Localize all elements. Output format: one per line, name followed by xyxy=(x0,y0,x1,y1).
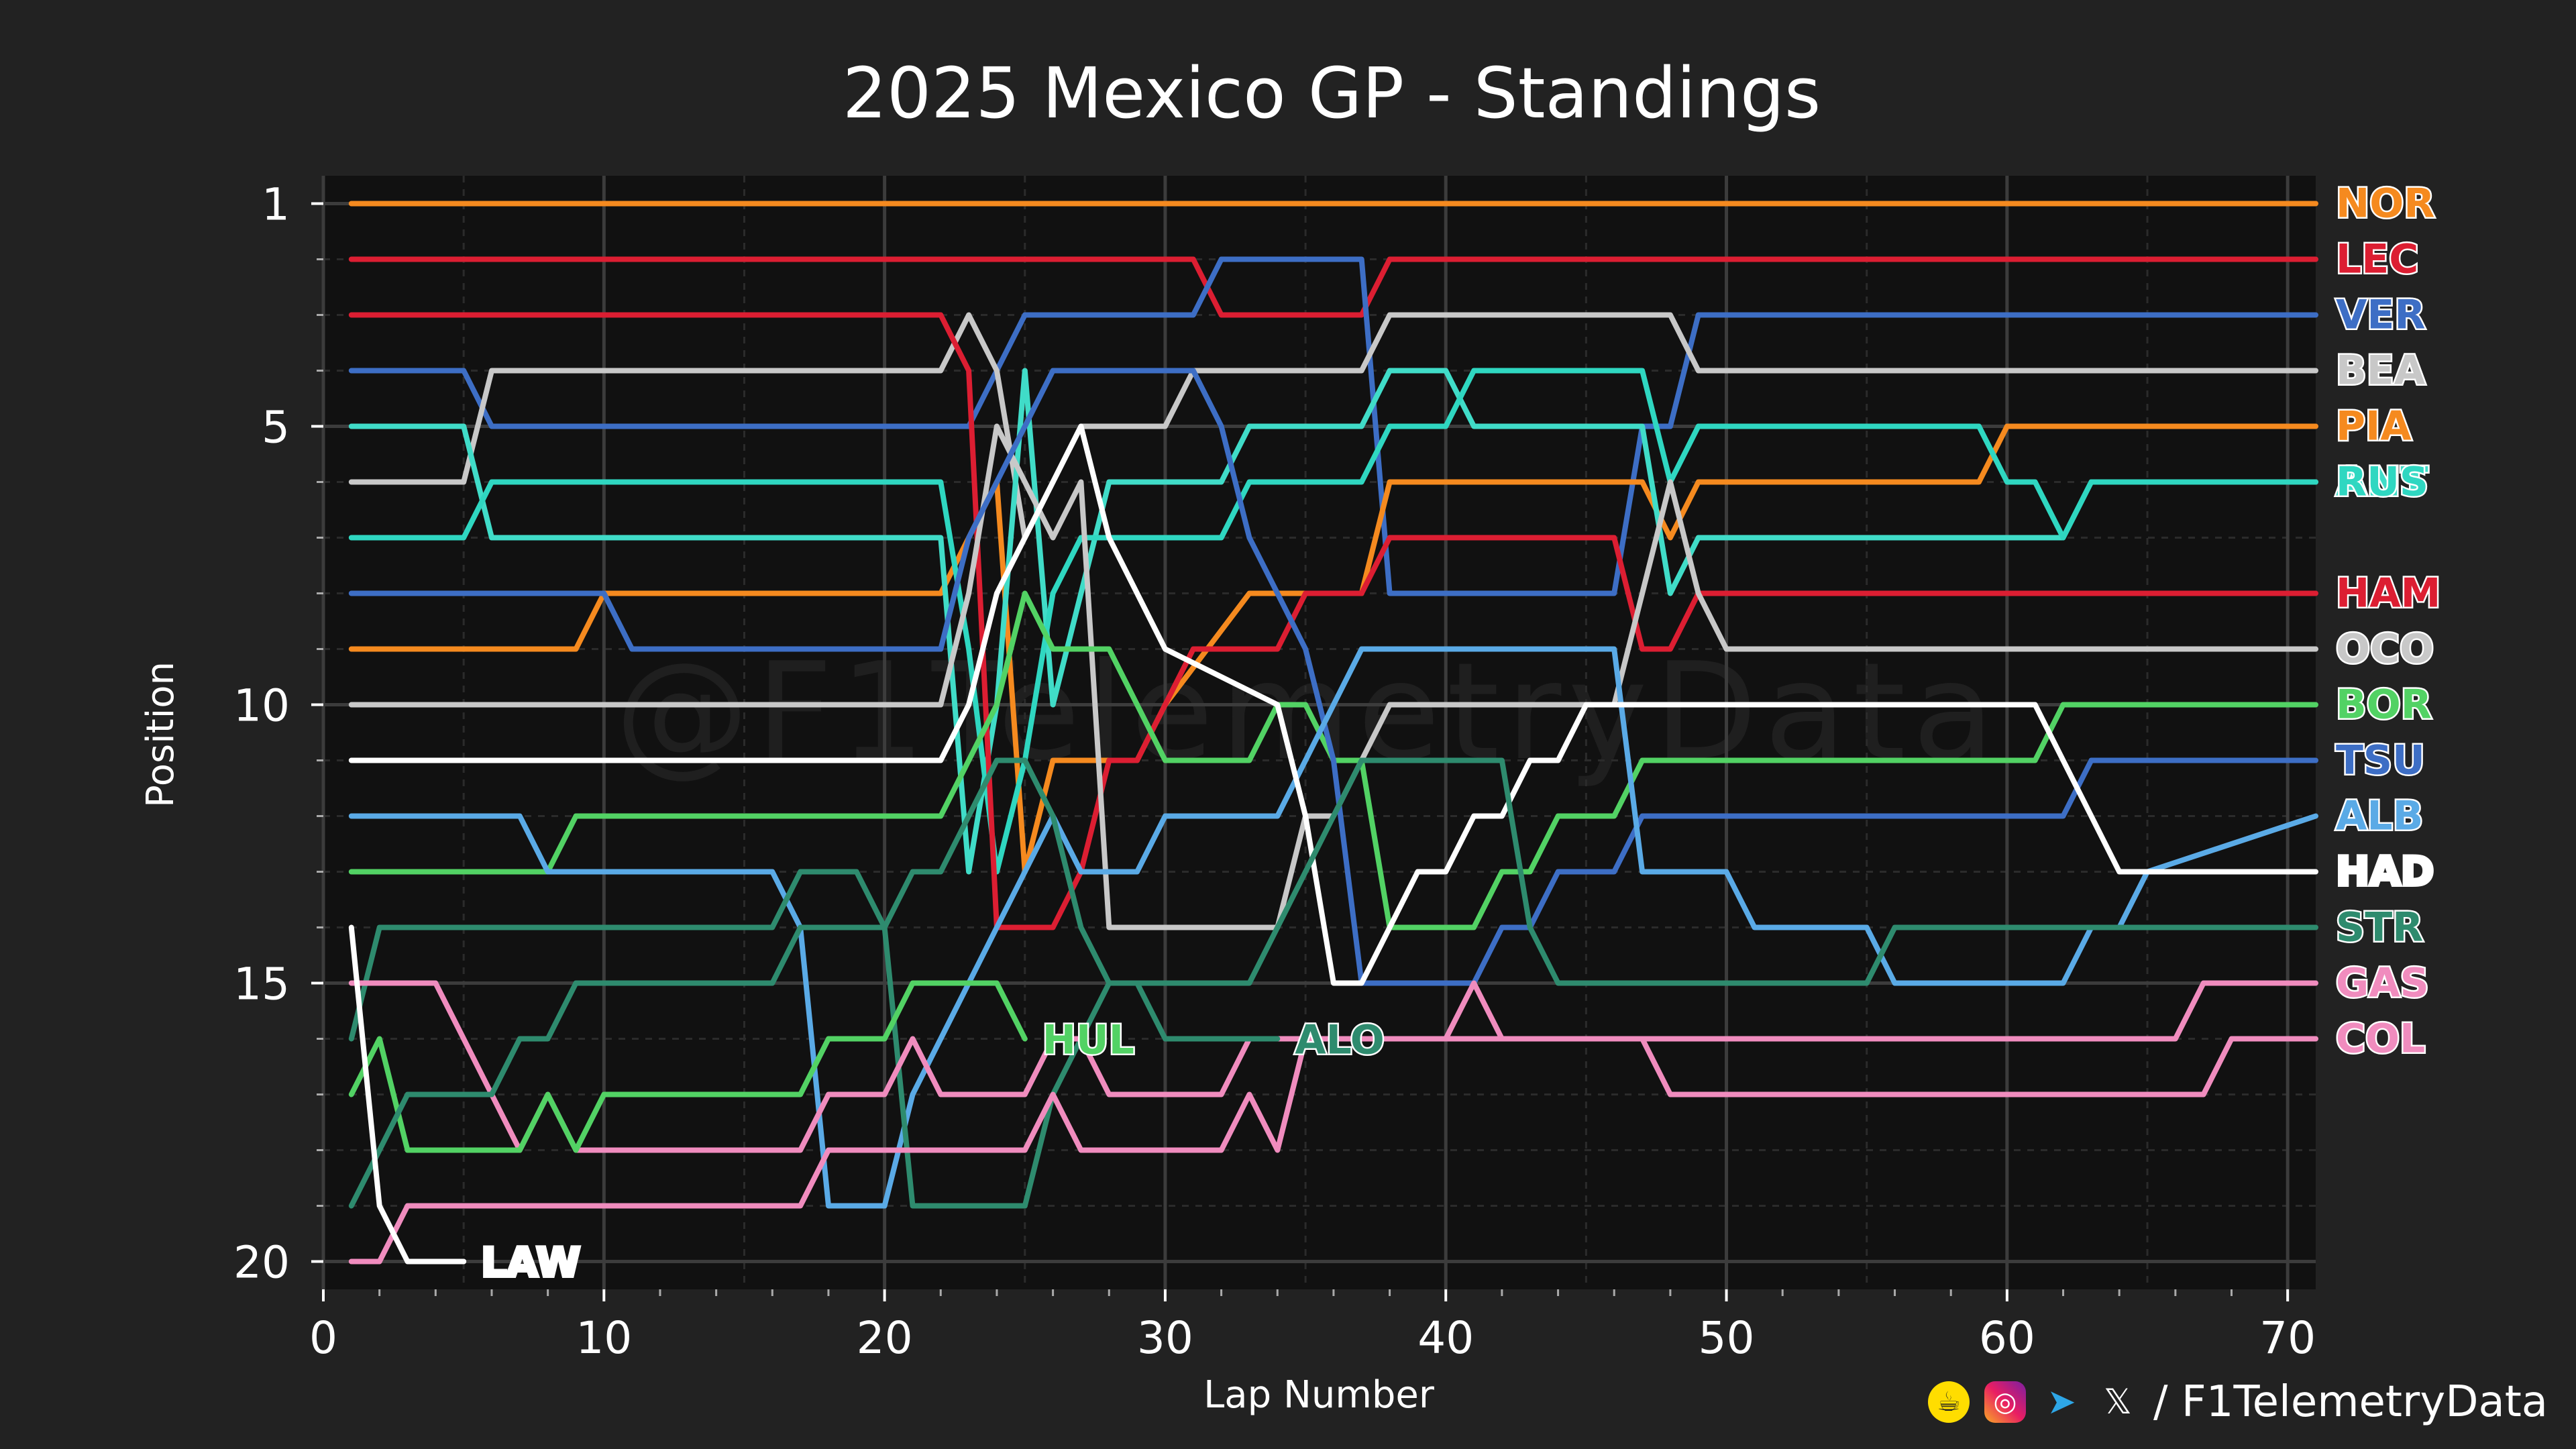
social-footer: ☕ ◎ ➤ 𝕏 / F1TelemetryData xyxy=(1928,1375,2548,1429)
driver-label-ver: VER xyxy=(2336,292,2426,339)
driver-label-pia: PIA xyxy=(2336,403,2412,450)
series-line-str xyxy=(348,757,2318,1209)
x-tick-label: 10 xyxy=(576,1312,632,1364)
driver-label-ant: ANT xyxy=(2336,459,2428,506)
y-tick-label: 20 xyxy=(233,1237,290,1289)
driver-label-bea: BEA xyxy=(2336,347,2426,394)
buymeacoffee-icon[interactable]: ☕ xyxy=(1928,1381,1970,1423)
series-line-tsu xyxy=(348,368,2318,986)
driver-label-nor: NOR xyxy=(2336,180,2434,227)
x-tick-label: 40 xyxy=(1417,1312,1474,1364)
driver-label-ham: HAM xyxy=(2336,570,2440,617)
x-tick-label: 0 xyxy=(309,1312,337,1364)
driver-label-tsu: TSU xyxy=(2336,737,2425,784)
driver-label-str: STR xyxy=(2336,904,2423,951)
x-icon[interactable]: 𝕏 xyxy=(2104,1382,2132,1422)
driver-label-hul: HUL xyxy=(1042,1017,1134,1064)
instagram-icon[interactable]: ◎ xyxy=(1984,1381,2026,1423)
x-tick-label: 70 xyxy=(2259,1312,2316,1364)
series-lines xyxy=(348,201,2318,1265)
series-line-alo xyxy=(348,757,1281,1209)
driver-label-oco: OCO xyxy=(2336,626,2434,673)
y-tick-label: 10 xyxy=(233,680,290,732)
series-line-had xyxy=(348,423,2318,986)
series-line-rus xyxy=(348,368,2318,875)
driver-label-bor: BOR xyxy=(2336,682,2432,729)
driver-label-had: HAD xyxy=(2336,849,2434,896)
x-tick-label: 30 xyxy=(1137,1312,1193,1364)
y-axis-label: Position xyxy=(139,661,182,808)
driver-label-rus: RUS xyxy=(2336,459,2428,506)
y-tick-label: 5 xyxy=(262,402,290,453)
series-line-hul xyxy=(348,980,1028,1153)
series-line-col xyxy=(348,1036,2318,1265)
telegram-icon[interactable]: ➤ xyxy=(2047,1382,2076,1422)
driver-label-law: LAW xyxy=(481,1240,580,1287)
chart-title: 2025 Mexico GP - Standings xyxy=(843,52,1821,134)
x-tick-label: 20 xyxy=(857,1312,913,1364)
y-tick-label: 1 xyxy=(262,179,290,231)
x-tick-label: 50 xyxy=(1699,1312,1755,1364)
series-line-alb xyxy=(348,646,2318,1209)
series-line-ant xyxy=(348,368,2318,875)
y-tick-label: 15 xyxy=(233,959,290,1010)
series-line-lec xyxy=(348,256,2318,318)
footer-handle: / F1TelemetryData xyxy=(2153,1377,2548,1427)
driver-label-lec: LEC xyxy=(2336,236,2418,283)
driver-label-col: COL xyxy=(2336,1016,2425,1063)
driver-label-gas: GAS xyxy=(2336,960,2429,1007)
driver-label-alo: ALO xyxy=(1295,1017,1385,1064)
series-line-law xyxy=(348,924,467,1265)
driver-label-alb: ALB xyxy=(2336,793,2423,840)
x-axis-label: Lap Number xyxy=(1203,1373,1435,1417)
series-line-ver xyxy=(348,256,2318,596)
x-tick-label: 60 xyxy=(1979,1312,2035,1364)
